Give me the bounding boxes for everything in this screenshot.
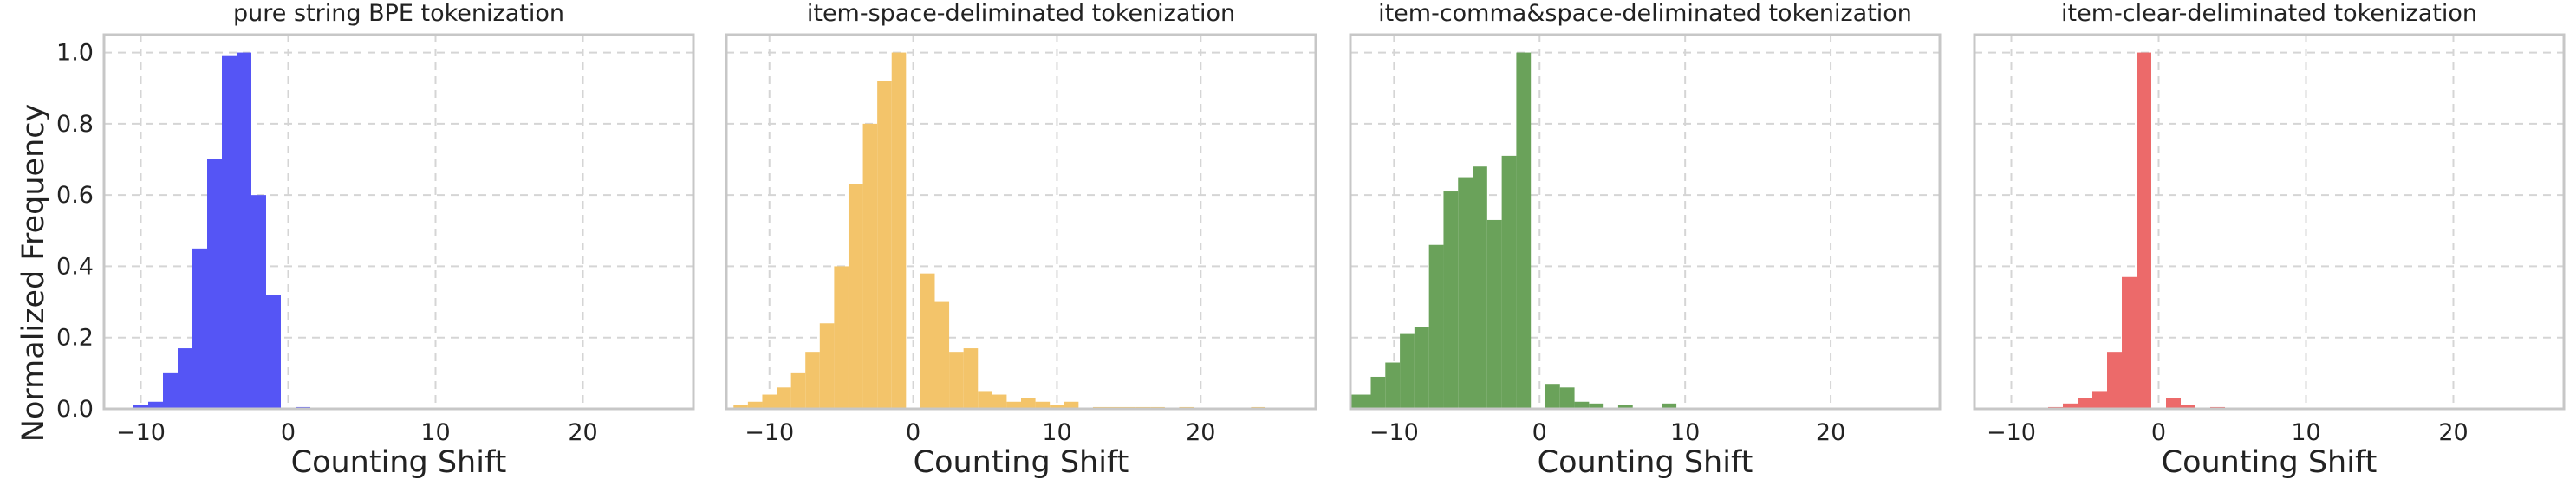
- histogram-bar: [1545, 384, 1560, 409]
- axes-frame: [725, 33, 1317, 411]
- x-tick-label: 10: [2291, 419, 2320, 446]
- axes-frame: [1349, 33, 1942, 411]
- histogram-bar: [978, 391, 992, 409]
- histogram-bar: [1350, 394, 1371, 409]
- histogram-bar: [805, 352, 820, 409]
- x-tick-label: 20: [568, 419, 597, 446]
- histogram-bar: [192, 248, 207, 409]
- histogram-bar: [1385, 362, 1401, 409]
- y-tick-label: 0.8: [56, 111, 94, 138]
- axes-frame: [102, 33, 695, 411]
- x-tick-label: 0: [2151, 419, 2166, 446]
- histogram-bar: [1486, 219, 1502, 409]
- panel-item-space-deliminated: −10 0 10 20 item-space-deliminated tokenizat…: [725, 0, 1317, 480]
- y-tick-label: 1.0: [56, 40, 94, 67]
- histogram-bar: [920, 273, 935, 409]
- histogram-bar: [891, 52, 907, 409]
- x-tick-label: −10: [116, 419, 166, 446]
- histogram-bar: [1458, 177, 1473, 410]
- x-tick-label: 0: [906, 419, 920, 446]
- x-tick-label: 20: [1816, 419, 1845, 446]
- histogram-bar: [848, 184, 863, 410]
- x-axis-label: Counting Shift: [914, 445, 1129, 480]
- histogram-bar: [992, 394, 1007, 409]
- x-tick-label: 10: [1670, 419, 1700, 446]
- histogram-bar: [1662, 403, 1677, 409]
- x-tick-label: 0: [1532, 419, 1547, 446]
- x-tick-label: 10: [420, 419, 450, 446]
- histogram-bar: [762, 394, 777, 409]
- y-tick-label: 0.6: [56, 182, 94, 209]
- histogram-bar: [1589, 403, 1604, 409]
- histogram-bar: [834, 266, 849, 409]
- histogram-bar: [2078, 398, 2092, 409]
- histogram-bar: [2166, 398, 2181, 409]
- histogram-bar: [2092, 391, 2107, 409]
- histogram-bar: [2137, 52, 2151, 409]
- histogram-bar: [934, 301, 950, 409]
- histogram-bar: [1064, 401, 1079, 409]
- x-axis-label: Counting Shift: [1538, 445, 1753, 480]
- x-tick-label: −10: [1987, 419, 2036, 446]
- histogram-bar: [819, 323, 835, 409]
- histogram-bar: [777, 387, 791, 409]
- x-tick-label: 10: [1042, 419, 1071, 446]
- y-tick-label: 0.4: [56, 253, 94, 280]
- x-tick-label: 20: [1186, 419, 1215, 446]
- histogram-bar: [790, 372, 806, 409]
- histogram-bar: [1006, 401, 1021, 409]
- histogram-bar: [1473, 166, 1487, 409]
- histogram-bar: [222, 55, 237, 409]
- histogram-bar: [163, 372, 178, 409]
- histogram-bar: [2122, 276, 2137, 409]
- histogram-bar: [1559, 387, 1575, 409]
- y-axis-label: Normalized Frequency: [16, 104, 51, 442]
- histogram-bar: [1370, 376, 1386, 409]
- histogram-bar: [862, 123, 878, 409]
- histogram-bar: [949, 352, 964, 409]
- histogram-bar: [1428, 244, 1444, 409]
- histogram-bar: [237, 52, 251, 409]
- histogram-bar: [1400, 333, 1415, 409]
- x-tick-label: −10: [1369, 419, 1419, 446]
- histogram-bar: [2181, 405, 2195, 409]
- histogram-bar: [178, 348, 192, 409]
- y-tick-label: 0.2: [56, 325, 94, 352]
- x-tick-label: 0: [281, 419, 296, 446]
- histogram-bar: [963, 348, 979, 409]
- histogram-bar: [2107, 352, 2122, 409]
- chart-title: pure string BPE tokenization: [233, 0, 564, 27]
- histogram-bar: [266, 295, 281, 409]
- panel-item-comma-space-deliminated: −10 0 10 20 item-comma&space-deliminated tok…: [1349, 0, 1942, 480]
- histogram-bar: [207, 159, 222, 409]
- chart-title: item-space-deliminated tokenization: [807, 0, 1235, 27]
- histogram-bar: [1021, 398, 1036, 409]
- histogram-bar: [1501, 155, 1517, 409]
- x-axis-label: Counting Shift: [2162, 445, 2378, 480]
- histogram-bar: [1035, 401, 1051, 409]
- y-tick-label: 0.0: [56, 396, 94, 423]
- histogram-bar: [2063, 403, 2078, 409]
- histogram-bar: [1414, 327, 1429, 409]
- histogram-bar: [877, 81, 892, 409]
- histogram-bar: [747, 401, 763, 409]
- chart-title: item-clear-deliminated tokenization: [2061, 0, 2477, 27]
- chart-title: item-comma&space-deliminated tokenizatio…: [1378, 0, 1912, 27]
- histogram-bar: [1443, 191, 1459, 409]
- x-axis-label: Counting Shift: [291, 445, 507, 480]
- histogram-bar: [133, 405, 148, 409]
- axes-frame: [1973, 33, 2566, 411]
- panel-pure-string-bpe: 0.0 0.2 0.4 0.6 0.8 1.0 −10 0 10 20 pure string BP…: [56, 0, 695, 480]
- histogram-bar: [1617, 405, 1633, 409]
- histogram-bar: [1050, 405, 1064, 409]
- x-tick-label: −10: [745, 419, 794, 446]
- histogram-bar: [148, 401, 163, 409]
- panel-item-clear-deliminated: −10 0 10 20 item-clear-deliminated tokenizat…: [1973, 0, 2566, 480]
- histogram-bar: [1516, 52, 1532, 409]
- histogram-bar: [1574, 401, 1590, 409]
- x-tick-label: 20: [2438, 419, 2468, 446]
- histogram-bar: [251, 195, 266, 409]
- histogram-bar: [733, 405, 748, 409]
